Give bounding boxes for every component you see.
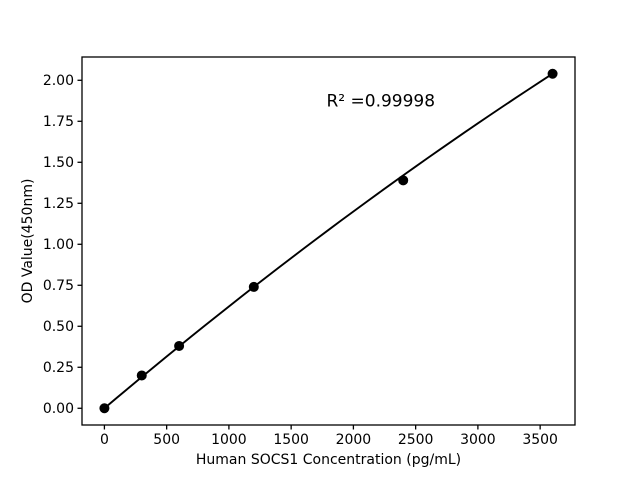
y-tick-label: 0.25 (43, 360, 74, 376)
plot-border (81, 56, 576, 426)
x-tick-label: 1500 (273, 432, 309, 448)
x-tick-label: 3500 (522, 432, 558, 448)
x-axis-label: Human SOCS1 Concentration (pg/mL) (196, 452, 461, 468)
data-point (547, 68, 558, 79)
data-point (174, 340, 185, 351)
data-point (398, 175, 409, 186)
data-point (248, 281, 259, 292)
y-tick-label: 1.50 (43, 155, 74, 171)
y-axis-label: OD Value(450nm) (20, 179, 36, 304)
data-point (136, 370, 147, 381)
x-tick-label: 2000 (336, 432, 372, 448)
x-tick-label: 0 (100, 432, 109, 448)
x-tick-label: 500 (153, 432, 180, 448)
r-squared-annotation: R² =0.99998 (326, 92, 435, 112)
y-tick-label: 0.50 (43, 319, 74, 335)
y-tick-label: 1.25 (43, 196, 74, 212)
y-tick-label: 2.00 (43, 73, 74, 89)
x-tick-label: 3000 (460, 432, 496, 448)
x-tick-label: 1000 (211, 432, 247, 448)
y-tick-label: 0.00 (43, 401, 74, 417)
y-tick-label: 1.75 (43, 114, 74, 130)
y-tick-label: 0.75 (43, 278, 74, 294)
data-point (99, 403, 110, 414)
x-tick-label: 2500 (398, 432, 434, 448)
y-tick-label: 1.00 (43, 237, 74, 253)
